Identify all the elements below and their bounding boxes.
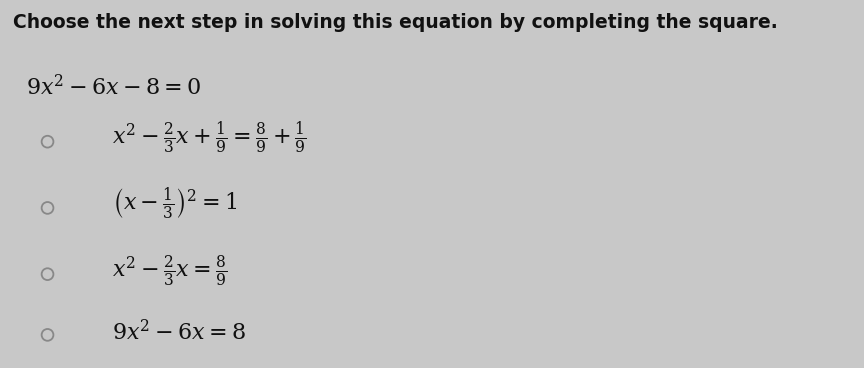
Text: Choose the next step in solving this equation by completing the square.: Choose the next step in solving this equ…: [13, 13, 778, 32]
Text: $9x^2 - 6x - 8 = 0$: $9x^2 - 6x - 8 = 0$: [26, 74, 201, 99]
Text: $\left(x - \frac{1}{3}\right)^2 = 1$: $\left(x - \frac{1}{3}\right)^2 = 1$: [112, 186, 238, 222]
Text: $x^2 - \frac{2}{3}x = \frac{8}{9}$: $x^2 - \frac{2}{3}x = \frac{8}{9}$: [112, 253, 228, 288]
Text: $9x^2 - 6x = 8$: $9x^2 - 6x = 8$: [112, 319, 246, 344]
Text: $x^2 - \frac{2}{3}x + \frac{1}{9} = \frac{8}{9} + \frac{1}{9}$: $x^2 - \frac{2}{3}x + \frac{1}{9} = \fra…: [112, 120, 308, 156]
